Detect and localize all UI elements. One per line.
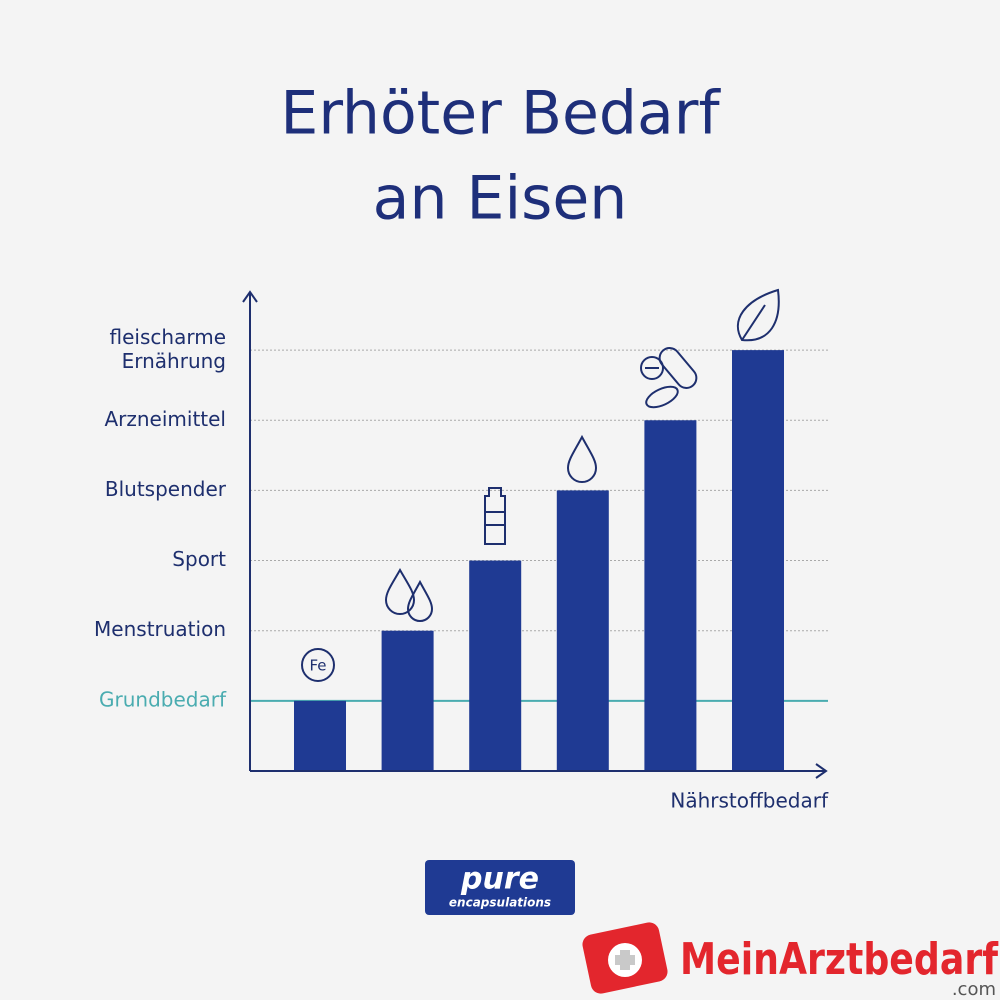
bar xyxy=(732,350,784,771)
icon-drop xyxy=(566,434,598,483)
y-tick-label: Menstruation xyxy=(94,617,226,641)
watermark-name: MeinArztbedarf xyxy=(680,934,999,985)
watermark-tld: .com xyxy=(952,979,996,1000)
x-axis-arrow xyxy=(815,763,828,779)
icon-leaf xyxy=(736,288,780,342)
bar xyxy=(294,700,346,771)
y-tick-label: Sport xyxy=(172,547,226,571)
icon-pill xyxy=(640,356,664,380)
watermark-icon xyxy=(615,950,635,970)
chart-title: an Eisen xyxy=(373,164,628,234)
chart-title: Erhöter Bedarf xyxy=(280,79,721,149)
y-tick-label: fleischarme Ernährung xyxy=(110,325,226,373)
icon-label: Fe xyxy=(309,657,326,675)
icons: Fe xyxy=(301,288,780,682)
bar xyxy=(644,420,697,771)
icon-pill xyxy=(658,347,698,389)
bar xyxy=(381,630,434,771)
icon-pill xyxy=(645,385,679,409)
icon-drop xyxy=(384,567,416,615)
watermark: MeinArztbedarf .com xyxy=(582,922,999,1000)
bar xyxy=(556,490,609,771)
y-tick-label: Grundbedarf xyxy=(99,687,227,711)
x-axis-label: Nährstoffbedarf xyxy=(670,789,829,813)
icon-drop xyxy=(406,579,434,622)
y-tick-label: Arzneimittel xyxy=(104,407,226,431)
y-tick-label: Blutspender xyxy=(105,477,227,501)
bar xyxy=(469,560,522,771)
logo-box xyxy=(425,860,575,915)
logo-sub: encapsulations xyxy=(449,896,551,910)
logo-brand: pure xyxy=(460,862,539,897)
y-axis-arrow xyxy=(242,290,258,303)
icon-bottle xyxy=(484,487,506,545)
icon-circle xyxy=(301,648,335,682)
logo: pure encapsulations xyxy=(425,860,575,915)
